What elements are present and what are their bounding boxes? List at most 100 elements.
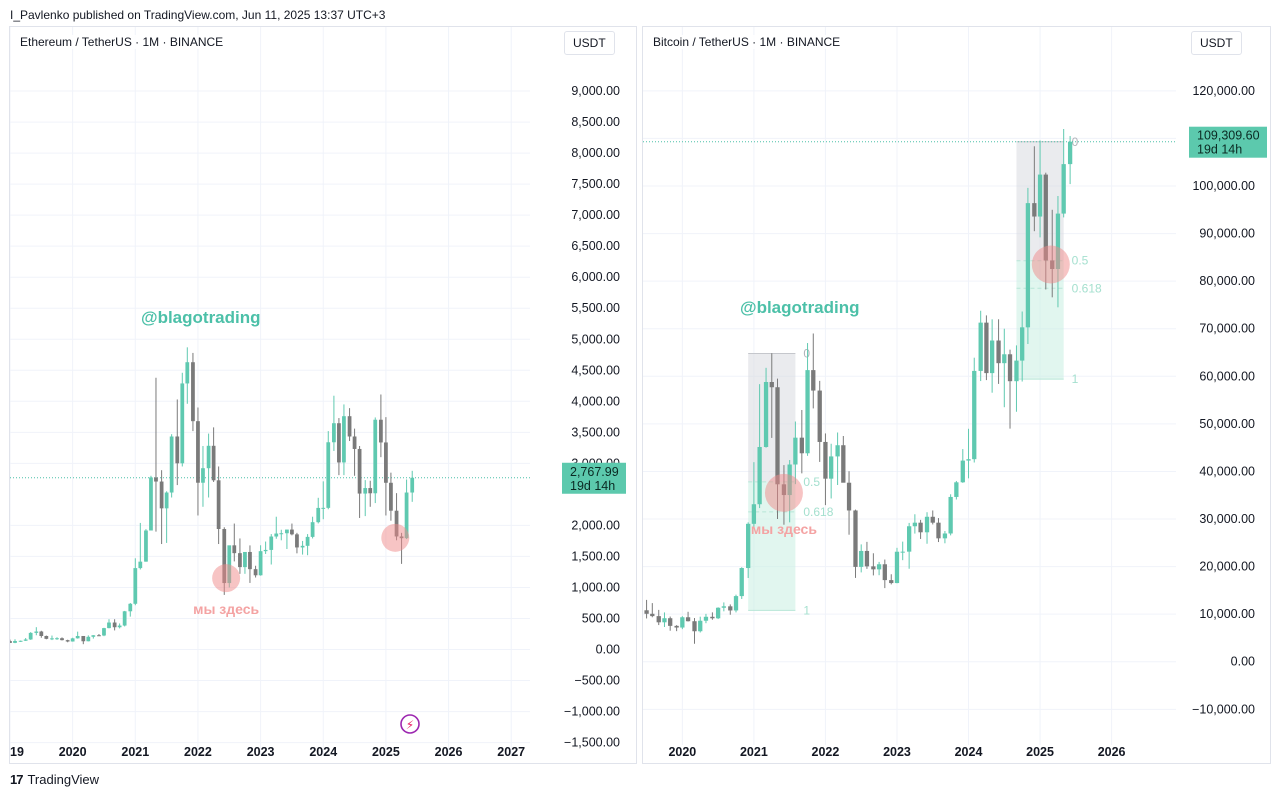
btc-candle-body bbox=[680, 617, 685, 628]
eth-candle-body bbox=[269, 536, 274, 550]
btc-symbol-title[interactable]: Bitcoin / TetherUS · 1M · BINANCE bbox=[651, 35, 843, 49]
btc-price-badge bbox=[1189, 126, 1267, 158]
eth-y-tick-label: 4,000.00 bbox=[571, 394, 620, 408]
btc-candle-body bbox=[960, 460, 965, 483]
eth-candle-body bbox=[357, 448, 362, 494]
eth-candle-body bbox=[263, 549, 268, 552]
eth-candle-body bbox=[23, 639, 28, 641]
eth-event-lightning-glyph: ⚡ bbox=[406, 718, 414, 732]
eth-candle-body bbox=[39, 631, 44, 636]
btc-candle-body bbox=[715, 607, 721, 619]
btc-candle-body bbox=[805, 370, 810, 454]
btc-x-tick-label: 2020 bbox=[668, 745, 696, 759]
btc-y-tick-label: 90,000.00 bbox=[1199, 227, 1255, 241]
eth-y-tick-label: 7,500.00 bbox=[571, 177, 620, 191]
eth-candle-body bbox=[65, 640, 70, 642]
eth-candle-body bbox=[122, 611, 127, 626]
btc-annotation-text: мы здесь bbox=[751, 521, 817, 537]
eth-candle-body bbox=[75, 635, 80, 639]
eth-candle-body bbox=[18, 640, 23, 642]
eth-candle-body bbox=[191, 362, 195, 422]
btc-currency-button[interactable]: USDT bbox=[1191, 31, 1242, 55]
btc-candle-body bbox=[733, 596, 739, 611]
eth-candle-body bbox=[347, 416, 352, 437]
eth-candle-body bbox=[258, 551, 263, 576]
eth-candle-body bbox=[112, 622, 117, 628]
eth-price-badge-countdown: 19d 14h bbox=[570, 479, 615, 493]
btc-candle-body bbox=[793, 437, 798, 465]
eth-candle-body bbox=[305, 536, 310, 546]
eth-candle-body bbox=[86, 636, 91, 642]
eth-x-tick-label: 2025 bbox=[372, 745, 400, 759]
eth-y-tick-label: 9,000.00 bbox=[571, 84, 620, 98]
btc-y-tick-label: 100,000.00 bbox=[1192, 179, 1255, 193]
eth-y-tick-label: 6,500.00 bbox=[571, 239, 620, 253]
btc-price-badge-countdown: 19d 14h bbox=[1197, 143, 1242, 157]
eth-y-tick-label: 1,500.00 bbox=[571, 549, 620, 563]
eth-y-tick-label: 1,000.00 bbox=[571, 580, 620, 594]
btc-watermark: @blagotrading bbox=[740, 298, 860, 317]
eth-candle-body bbox=[389, 482, 393, 511]
btc-y-tick-label: 10,000.00 bbox=[1199, 607, 1255, 621]
eth-candle-body bbox=[128, 603, 133, 612]
eth-candle-body bbox=[394, 510, 399, 537]
btc-y-tick-label: 30,000.00 bbox=[1199, 512, 1255, 526]
btc-y-tick-label: 40,000.00 bbox=[1199, 464, 1255, 478]
btc-candle-body bbox=[918, 522, 923, 533]
btc-candle-body bbox=[817, 390, 822, 442]
btc-candle-body bbox=[954, 482, 959, 497]
btc-candle-body bbox=[841, 445, 846, 483]
btc-candle-body bbox=[942, 533, 948, 539]
btc-candle-body bbox=[698, 620, 703, 632]
eth-currency-button[interactable]: USDT bbox=[564, 31, 615, 55]
btc-candle-body bbox=[966, 459, 971, 461]
eth-y-tick-label: 0.00 bbox=[596, 643, 620, 657]
eth-candle-body bbox=[149, 477, 153, 531]
eth-candle-body bbox=[300, 545, 305, 548]
btc-candle-body bbox=[1002, 354, 1007, 364]
btc-y-tick-label: 70,000.00 bbox=[1199, 322, 1255, 336]
eth-candle-body bbox=[50, 638, 54, 640]
btc-candle-body bbox=[924, 516, 930, 533]
btc-fib-level-label: 1 bbox=[803, 603, 810, 617]
btc-candle-body bbox=[882, 564, 887, 581]
btc-candle-body bbox=[823, 441, 828, 479]
btc-candle-body bbox=[728, 606, 733, 611]
btc-fib-level-label: 0.5 bbox=[1072, 254, 1089, 268]
btc-candle-body bbox=[739, 568, 744, 597]
btc-candle-body bbox=[1061, 164, 1066, 214]
btc-candle-body bbox=[1067, 141, 1073, 165]
btc-candle-body bbox=[912, 522, 918, 527]
eth-candle-body bbox=[248, 551, 252, 570]
eth-x-tick-label: 2022 bbox=[184, 745, 212, 759]
eth-candle-body bbox=[154, 477, 158, 482]
brand-name[interactable]: TradingView bbox=[27, 772, 100, 787]
btc-candle-body bbox=[769, 382, 774, 388]
tradingview-logo-icon[interactable]: 17 bbox=[10, 772, 24, 787]
eth-symbol-title[interactable]: Ethereum / TetherUS · 1M · BINANCE bbox=[18, 35, 226, 49]
btc-fib-level-label: 0.5 bbox=[803, 475, 820, 489]
btc-candle-body bbox=[900, 551, 905, 553]
eth-event-lightning-icon bbox=[400, 714, 420, 734]
btc-candle-body bbox=[871, 566, 876, 570]
eth-candle-body bbox=[211, 445, 216, 481]
eth-candle-body bbox=[185, 362, 190, 384]
btc-chart-panel[interactable]: 0 0.5 0.618 1 0 0.5 0.618 1 мы здесь @blagotradin… bbox=[642, 26, 1271, 764]
footer[interactable]: 17 TradingView bbox=[10, 772, 99, 787]
btc-candle-body bbox=[751, 504, 757, 524]
btc-candle-body bbox=[889, 580, 894, 584]
btc-x-tick-label: 2024 bbox=[955, 745, 983, 759]
eth-candle-body bbox=[253, 569, 258, 576]
btc-candle-body bbox=[662, 618, 667, 623]
btc-candle-body bbox=[829, 456, 834, 479]
eth-chart-svg[interactable]: мы здесь @blagotrading 9,000.00 8,500.00 8,0… bbox=[10, 27, 638, 763]
eth-chart-panel[interactable]: мы здесь @blagotrading 9,000.00 8,500.00 8,0… bbox=[9, 26, 637, 764]
eth-x-tick-label: 2024 bbox=[309, 745, 337, 759]
eth-watermark: @blagotrading bbox=[141, 308, 261, 327]
btc-candle-body bbox=[853, 510, 858, 567]
eth-candle-body bbox=[60, 638, 64, 641]
btc-x-tick-label: 2025 bbox=[1026, 745, 1054, 759]
btc-y-tick-label: 50,000.00 bbox=[1199, 417, 1255, 431]
eth-candle-body bbox=[28, 632, 33, 640]
